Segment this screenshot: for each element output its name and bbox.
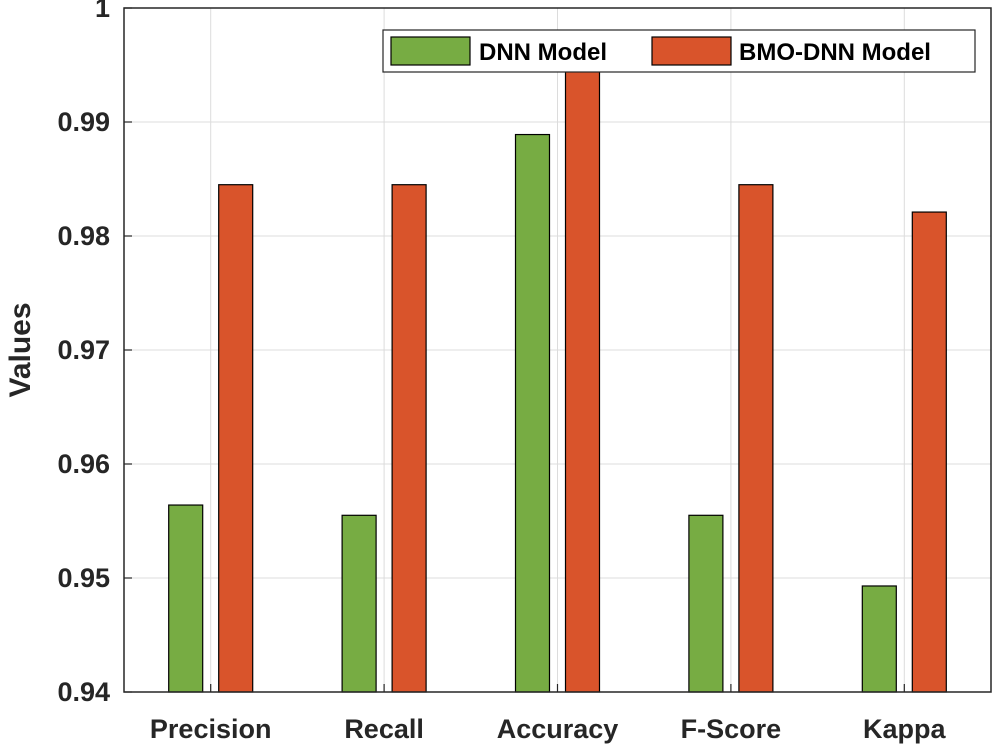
bar-bmo-dnn-recall [391,184,427,693]
y-tick-labels: 0.94 0.95 0.96 0.97 0.98 0.99 1 [57,0,132,707]
x-tick-label: Recall [344,714,424,744]
x-tick-label: Accuracy [497,714,619,744]
legend-swatch [651,36,732,66]
y-tick-label: 0.98 [57,221,110,251]
bars [168,50,947,693]
bar-dnn-precision [168,504,204,693]
x-tick-label: F-Score [681,714,782,744]
legend-label: DNN Model [479,39,607,66]
legend-label: BMO-DNN Model [739,39,931,66]
x-tick-label: Kappa [863,714,947,744]
y-tick-label: 0.94 [57,677,110,707]
bar-bmo-dnn-accuracy [564,50,601,693]
y-tick-label: 0.96 [57,449,110,479]
legend: DNN Model BMO-DNN Model [382,29,976,73]
y-tick-label: 0.99 [57,107,110,137]
bar-bmo-dnn-precision [218,184,254,693]
bar-dnn-f-score [688,514,724,693]
legend-swatch [390,36,471,66]
bar-dnn-accuracy [514,133,551,693]
y-tick-label: 1 [95,0,110,23]
y-tick-label: 0.95 [57,563,110,593]
y-axis-title: Values [4,302,37,397]
bar-bmo-dnn-f-score [738,184,774,693]
y-tick-label: 0.97 [57,335,110,365]
bar-dnn-recall [341,514,377,693]
bar-dnn-kappa [861,585,897,693]
bar-bmo-dnn-kappa [911,211,947,693]
x-tick-labels: Precision Recall Accuracy F-Score Kappa [150,684,947,744]
x-tick-label: Precision [150,714,272,744]
